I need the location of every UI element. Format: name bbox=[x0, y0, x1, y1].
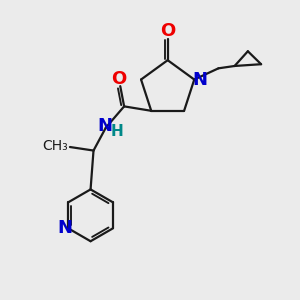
Text: H: H bbox=[111, 124, 123, 139]
Text: N: N bbox=[57, 219, 72, 237]
Text: O: O bbox=[111, 70, 126, 88]
Text: CH₃: CH₃ bbox=[42, 139, 68, 153]
Text: O: O bbox=[160, 22, 175, 40]
Text: N: N bbox=[192, 70, 207, 88]
Text: N: N bbox=[97, 117, 112, 135]
